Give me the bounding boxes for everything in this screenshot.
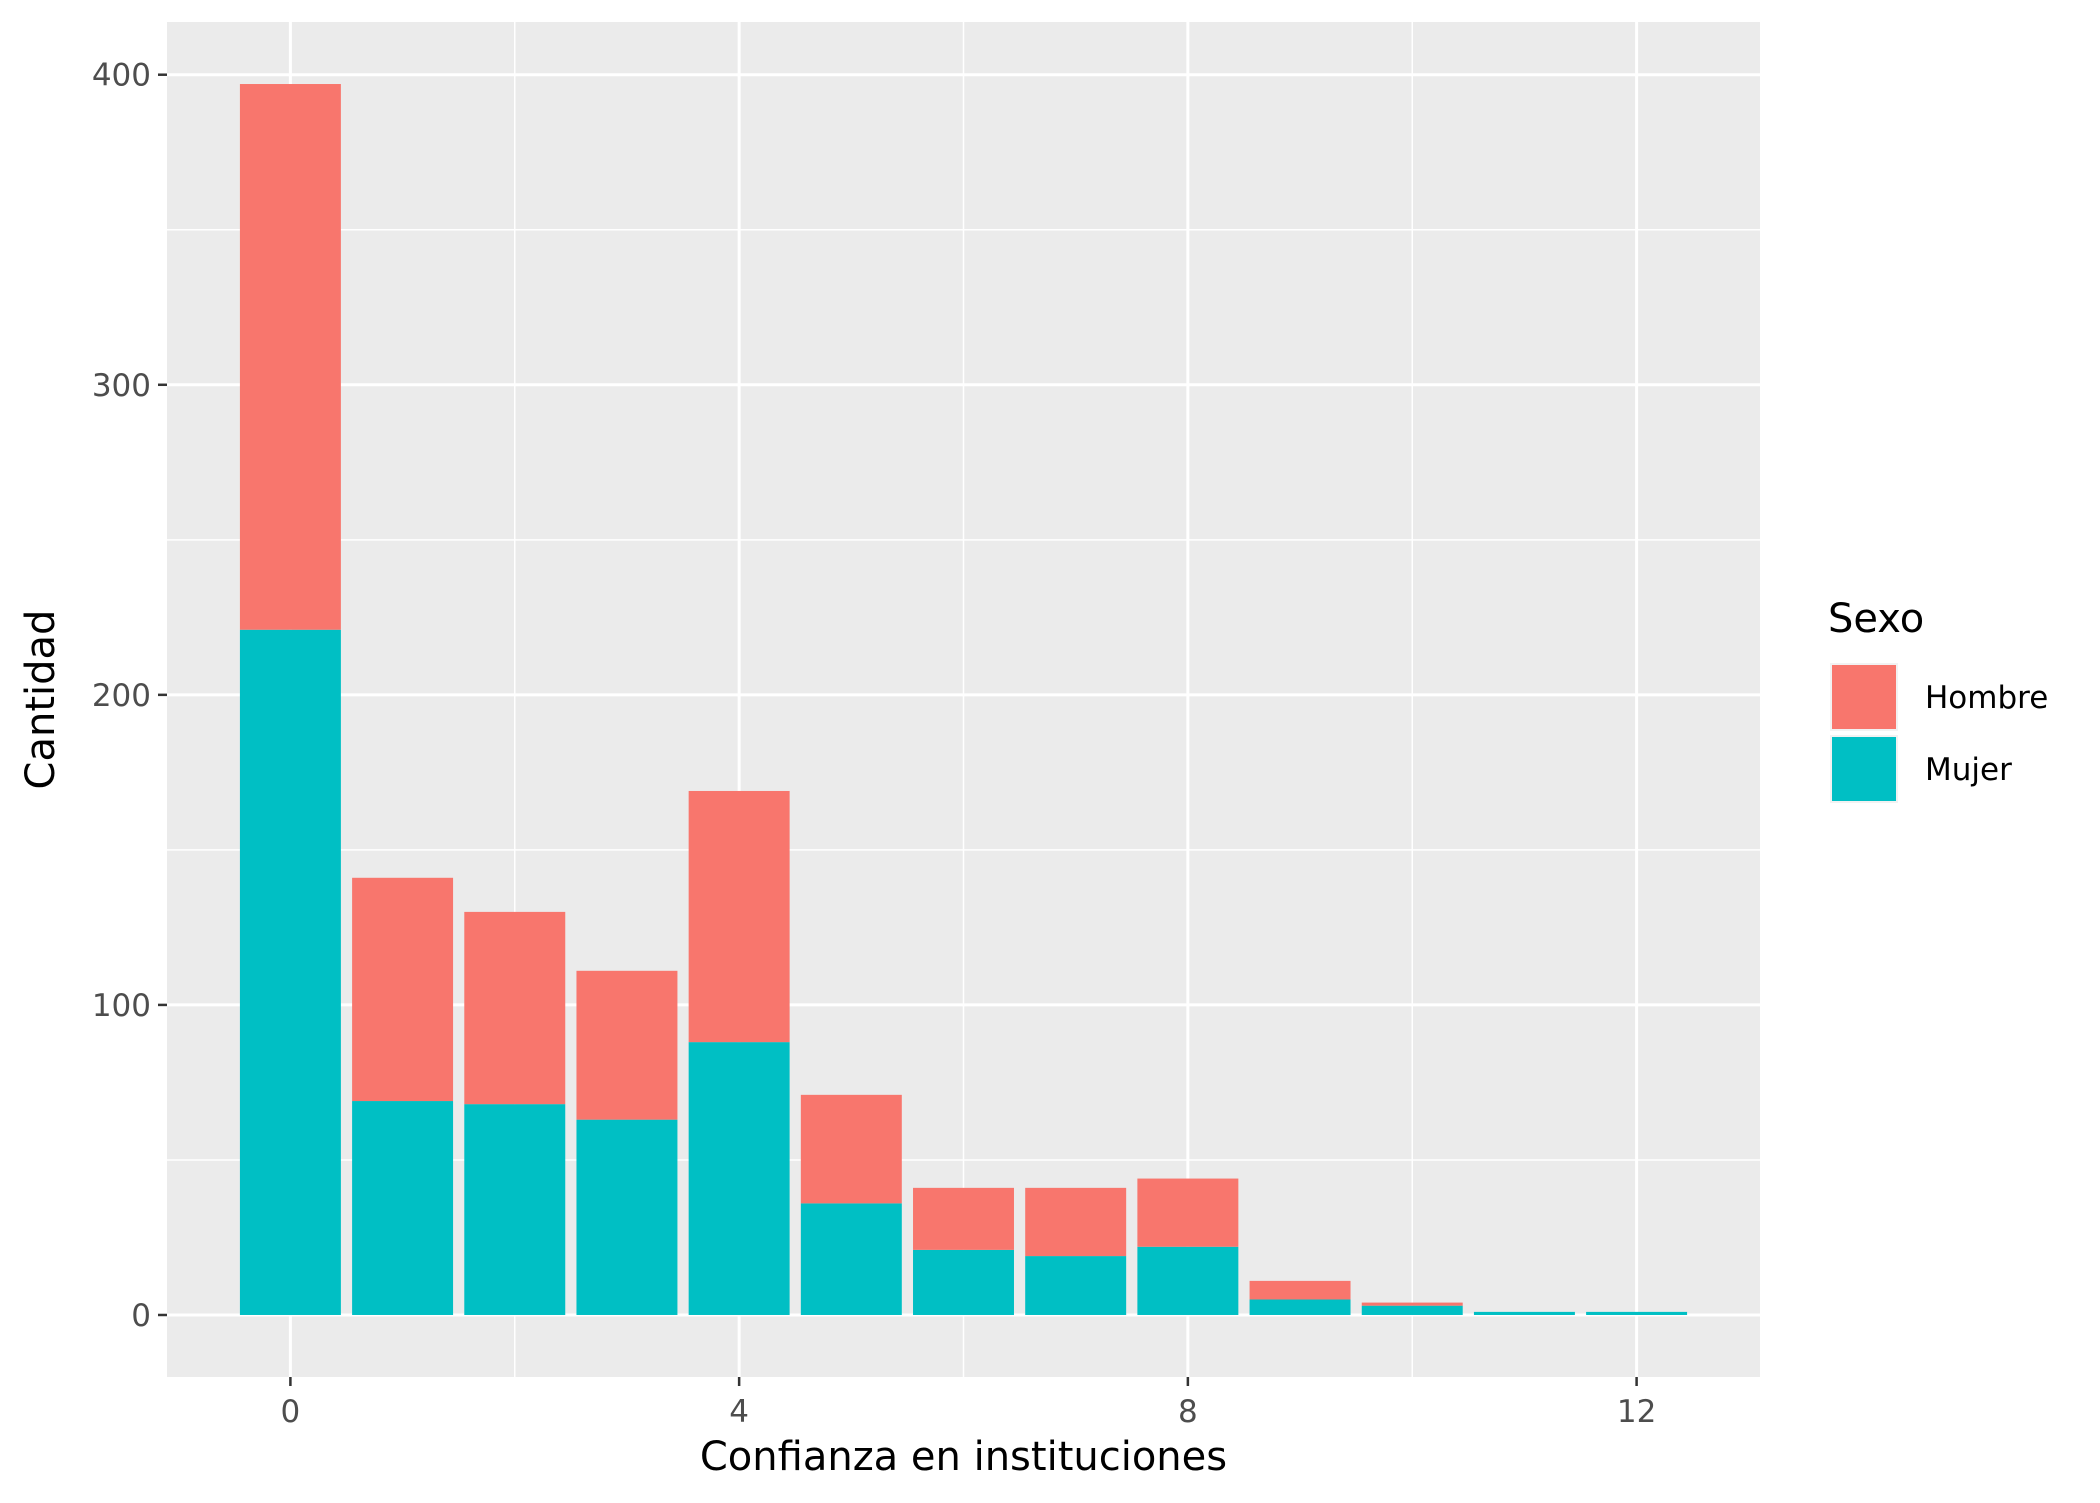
bar-mujer-3	[576, 1119, 678, 1315]
bar-mujer-11	[1473, 1311, 1575, 1315]
bar-hombre-1	[352, 877, 454, 1102]
y-axis-title: Cantidad	[18, 610, 64, 790]
bar-hombre-8	[1137, 1178, 1239, 1247]
x-tick-label: 4	[729, 1394, 749, 1430]
y-axis: 0 100 200 300 400	[92, 58, 167, 1334]
bar-mujer-2	[464, 1104, 566, 1315]
bar-mujer-4	[688, 1042, 790, 1315]
bar-hombre-5	[800, 1094, 902, 1204]
legend-title: Sexo	[1828, 596, 1924, 642]
bar-hombre-9	[1249, 1280, 1351, 1300]
bar-mujer-0	[239, 629, 341, 1315]
legend-swatch-hombre	[1832, 665, 1896, 729]
bar-mujer-8	[1137, 1246, 1239, 1315]
legend-label-mujer: Mujer	[1925, 752, 2012, 788]
x-axis-title: Confianza en instituciones	[700, 1434, 1227, 1480]
bar-hombre-6	[913, 1187, 1014, 1250]
x-axis: 0 4 8 12	[281, 1377, 1656, 1430]
y-tick-label: 0	[131, 1298, 151, 1334]
y-tick-label: 400	[92, 58, 151, 94]
bar-mujer-7	[1025, 1256, 1127, 1315]
bar-mujer-1	[352, 1101, 454, 1315]
bar-hombre-2	[464, 911, 566, 1105]
legend-swatch-mujer	[1832, 737, 1896, 801]
y-tick-label: 200	[92, 678, 151, 714]
bar-hombre-10	[1361, 1302, 1463, 1306]
bar-hombre-7	[1025, 1187, 1127, 1257]
bar-hombre-0	[239, 84, 341, 630]
x-tick-label: 0	[281, 1394, 301, 1430]
legend: Sexo Hombre Mujer	[1828, 596, 2048, 803]
bar-mujer-6	[913, 1249, 1014, 1315]
bar-mujer-5	[800, 1203, 902, 1315]
bar-mujer-12	[1586, 1311, 1688, 1315]
x-tick-label: 8	[1178, 1394, 1198, 1430]
y-tick-label: 100	[92, 988, 151, 1024]
legend-label-hombre: Hombre	[1925, 680, 2048, 716]
y-tick-label: 300	[92, 368, 151, 404]
bar-mujer-10	[1361, 1305, 1463, 1315]
bar-mujer-9	[1249, 1299, 1351, 1315]
bars	[239, 84, 1688, 1315]
bar-hombre-3	[576, 970, 678, 1120]
x-tick-label: 12	[1617, 1394, 1656, 1430]
bar-hombre-4	[688, 790, 790, 1043]
